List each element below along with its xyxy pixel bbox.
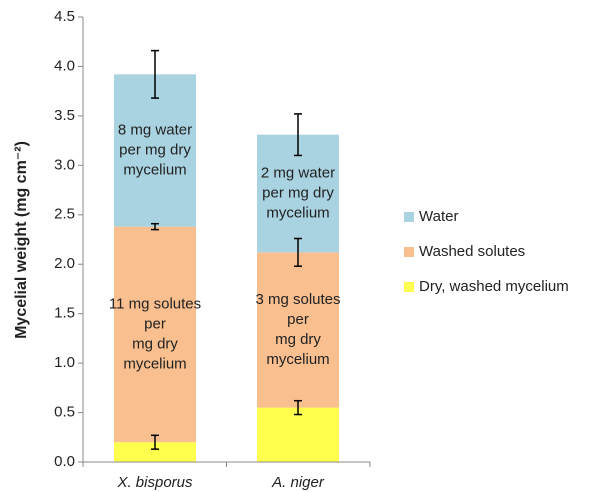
legend-label: Water — [419, 208, 458, 225]
bar-annotation: per mg dry — [119, 141, 191, 158]
bar-annotation: mg dry — [275, 331, 321, 348]
legend-label: Washed solutes — [419, 243, 525, 260]
bar-annotation: mycelium — [266, 204, 329, 221]
legend-swatch — [404, 212, 414, 222]
bar-annotation: mg dry — [132, 335, 178, 352]
error-bar — [151, 222, 159, 231]
bar-annotation: 8 mg water — [118, 121, 192, 138]
legend-label: Dry, washed mycelium — [419, 278, 569, 295]
bar-segment — [257, 407, 339, 462]
y-tick-label: 3.5 — [54, 107, 75, 124]
bar-annotation: mycelium — [266, 351, 329, 368]
y-tick-label: 0.0 — [54, 453, 75, 470]
y-tick-label: 2.0 — [54, 255, 75, 272]
legend-swatch — [404, 282, 414, 292]
y-tick-label: 1.5 — [54, 305, 75, 322]
error-bar — [294, 399, 302, 416]
x-tick-label: X. bisporus — [116, 474, 193, 491]
error-bar — [294, 237, 302, 267]
error-bar — [151, 49, 159, 99]
bar-annotation: mycelium — [123, 355, 186, 372]
bar-segment — [257, 252, 339, 408]
bar-annotation: per — [287, 311, 309, 328]
error-bar — [294, 113, 302, 157]
bar-annotation: per — [144, 315, 166, 332]
bar-annotation: 11 mg solutes — [109, 295, 201, 312]
bar-annotation: 2 mg water — [261, 164, 335, 181]
bar-annotation: 3 mg solutes — [255, 291, 340, 308]
y-axis-label: Mycelial weight (mg cm⁻²) — [13, 141, 30, 339]
legend-swatch — [404, 247, 414, 257]
bar-annotation: mycelium — [123, 161, 186, 178]
y-tick-label: 4.0 — [54, 57, 75, 74]
bar-segment — [114, 442, 196, 462]
x-tick-label: A. niger — [271, 474, 325, 491]
bar-segment — [114, 74, 196, 227]
y-tick-label: 3.0 — [54, 156, 75, 173]
y-tick-label: 1.0 — [54, 354, 75, 371]
y-tick-label: 4.5 — [54, 8, 75, 25]
y-tick-label: 0.5 — [54, 404, 75, 421]
bar-annotation: per mg dry — [262, 184, 334, 201]
error-bar — [151, 434, 159, 450]
y-tick-label: 2.5 — [54, 206, 75, 223]
bar-segment — [114, 226, 196, 443]
